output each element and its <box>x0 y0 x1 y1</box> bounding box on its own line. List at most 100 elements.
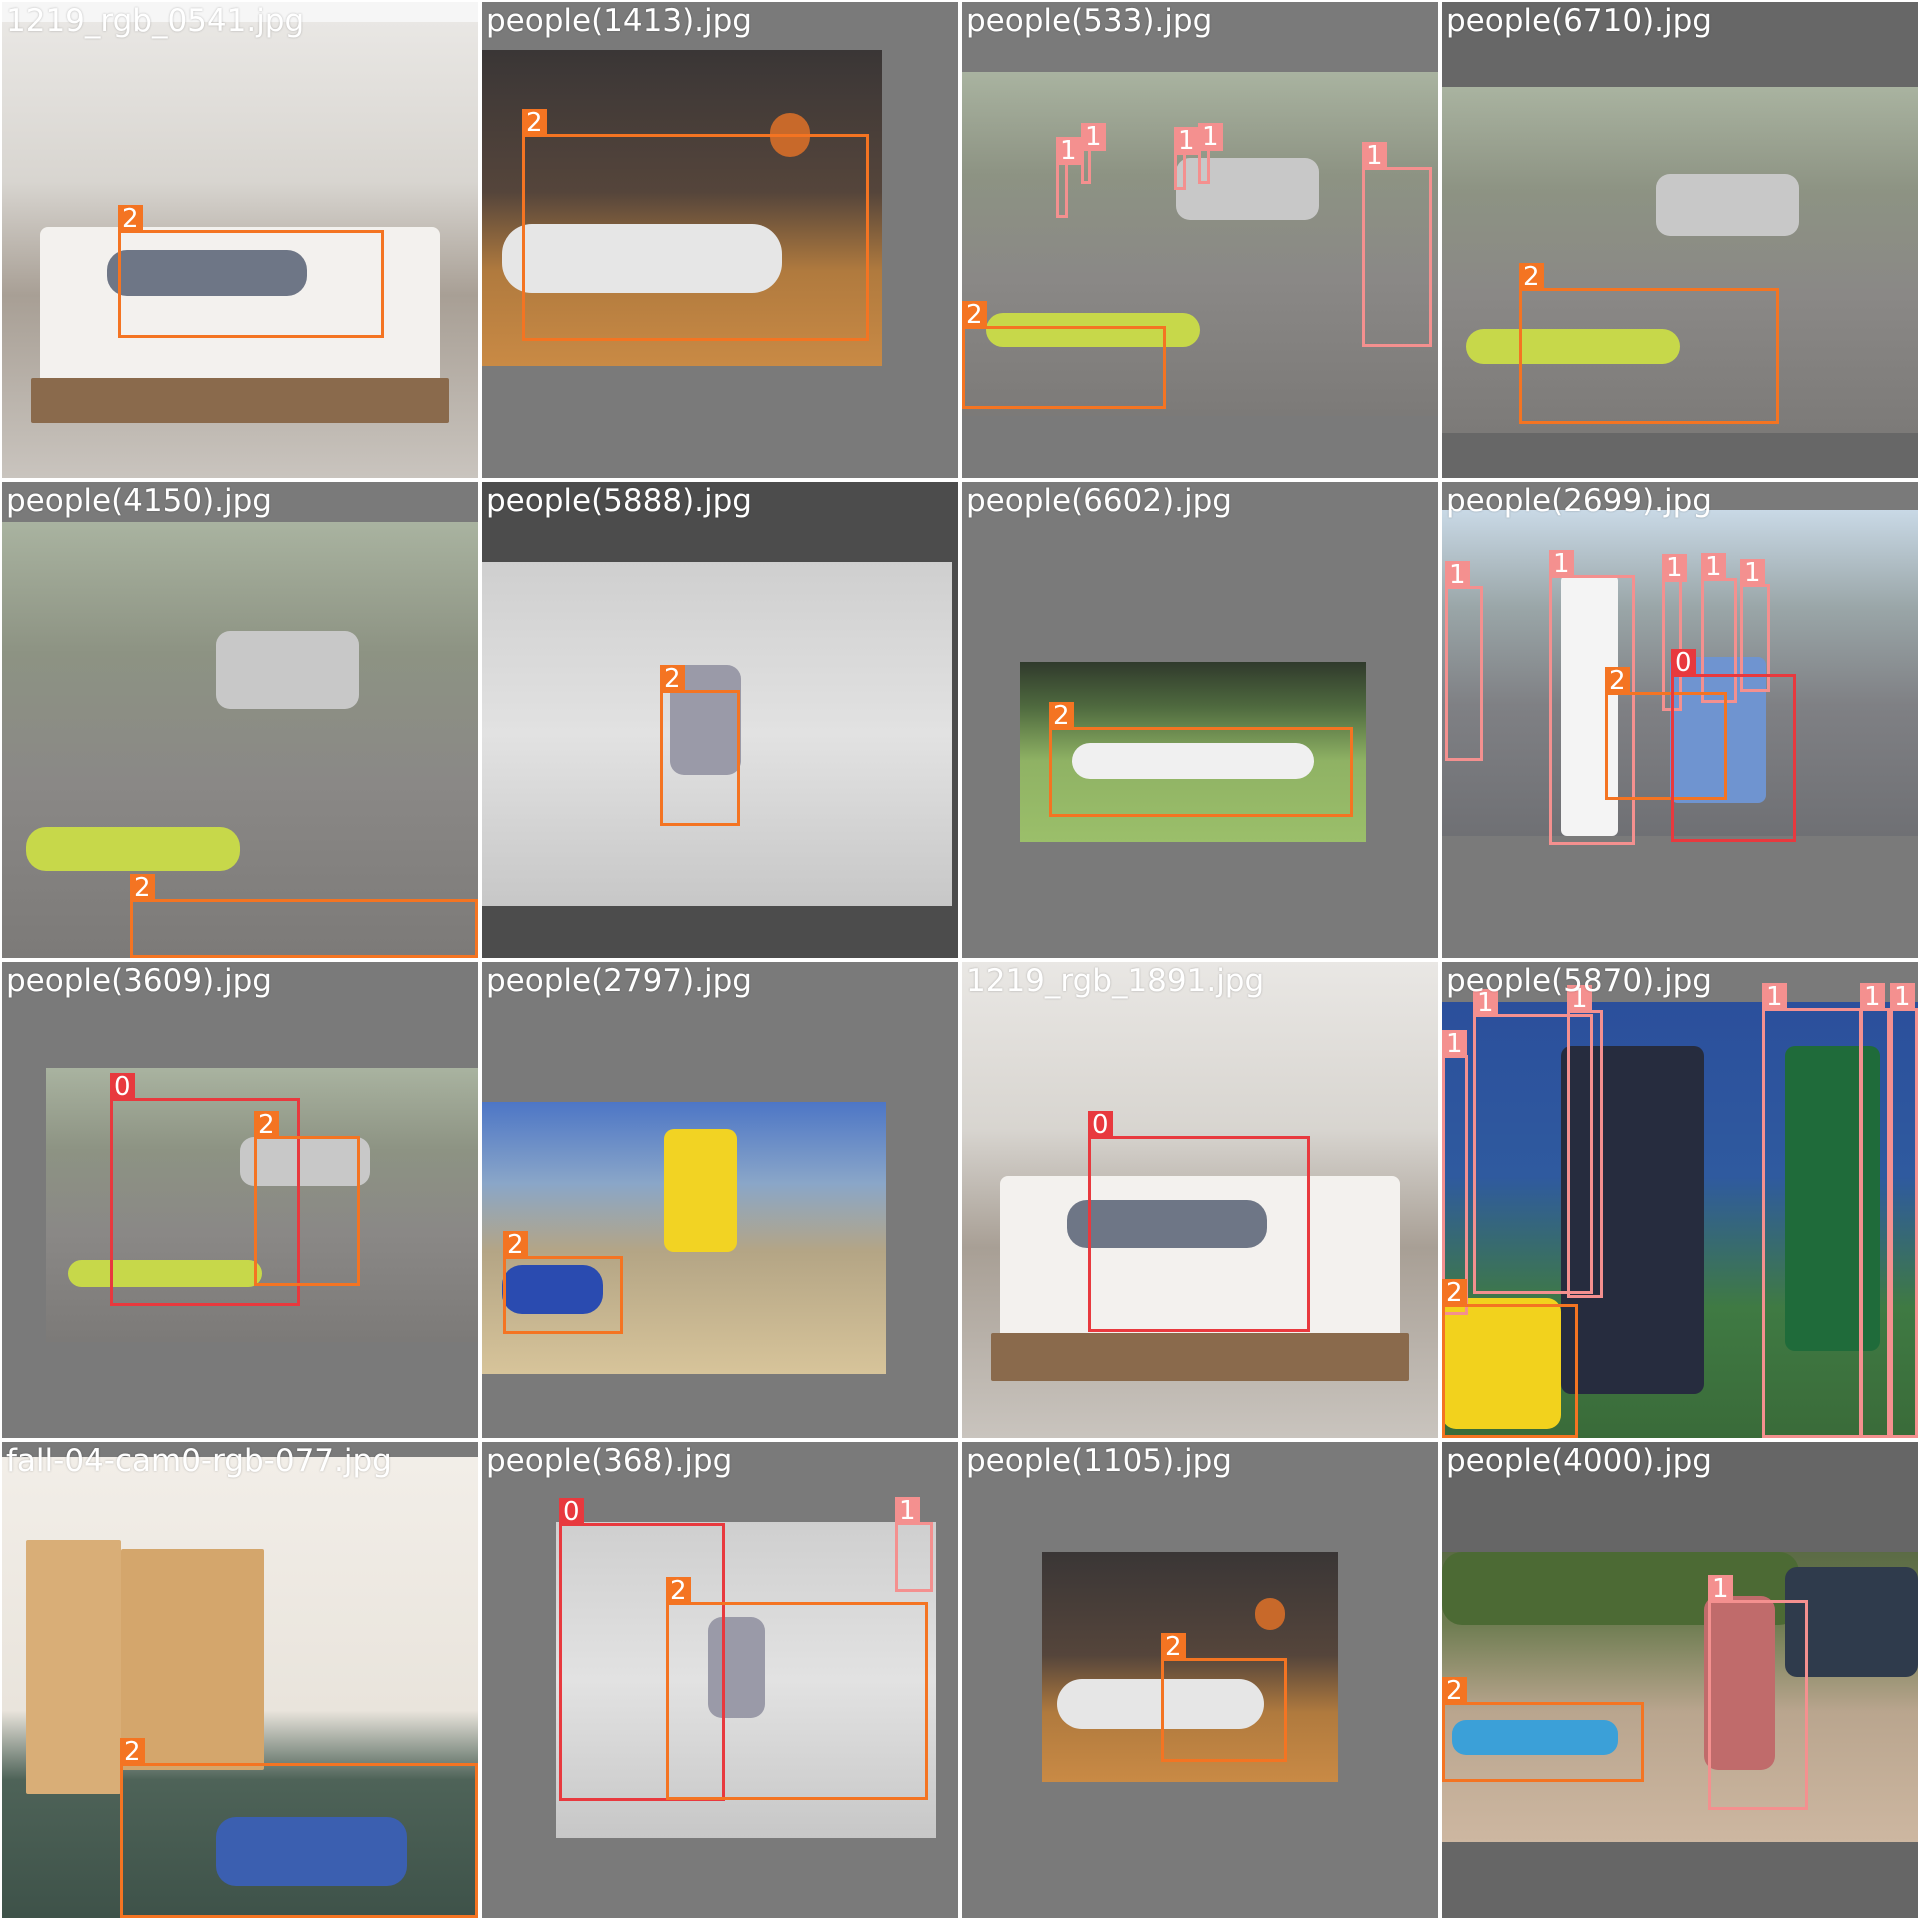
detection-box: 1 <box>1081 123 1106 184</box>
class-label: 1 <box>1473 989 1498 1017</box>
scene-photo <box>962 72 1438 416</box>
detection-box: 1 <box>895 1497 933 1592</box>
scene-photo <box>2 522 478 958</box>
class-label: 2 <box>962 301 987 329</box>
class-label: 1 <box>1056 137 1081 165</box>
image-filename: people(6602).jpg <box>966 483 1232 519</box>
detection-box: 2 <box>503 1231 623 1334</box>
class-label: 2 <box>130 874 155 902</box>
class-label: 1 <box>1567 985 1592 1013</box>
class-label: 1 <box>1549 550 1574 578</box>
scene-photo <box>2 1457 478 1918</box>
scene-photo <box>482 1102 886 1374</box>
class-label: 1 <box>1662 554 1687 582</box>
scene-shape <box>25 827 240 871</box>
image-tile: 1 2 people(4000).jpg <box>1442 1442 1918 1918</box>
class-label: 2 <box>666 1577 691 1605</box>
image-tile: 2 1219_rgb_0541.jpg <box>2 2 478 478</box>
image-tile: 2 fall-04-cam0-rgb-077.jpg <box>2 1442 478 1918</box>
image-tile: 2 people(2797).jpg <box>482 962 958 1438</box>
detection-box: 0 <box>110 1073 300 1306</box>
image-filename: people(5870).jpg <box>1446 963 1712 999</box>
detection-box: 1 <box>1860 983 1890 1438</box>
detection-box: 0 <box>1088 1111 1310 1332</box>
detection-box: 1 <box>1701 553 1737 703</box>
scene-shape <box>1561 575 1619 836</box>
scene-shape <box>1670 656 1766 804</box>
detection-box: 1 <box>1662 554 1687 711</box>
class-label: 1 <box>1762 983 1787 1011</box>
class-label: 2 <box>118 205 143 233</box>
scene-shape <box>708 1616 765 1718</box>
image-tile: 0 1219_rgb_1891.jpg <box>962 962 1438 1438</box>
scene-shape <box>1656 173 1799 236</box>
image-tile: 1 1 1 1 1 2 0 people(2699).jpg <box>1442 482 1918 958</box>
image-filename: people(533).jpg <box>966 3 1213 39</box>
detection-box: 0 <box>559 1498 725 1801</box>
detection-box: 1 <box>1174 127 1199 190</box>
class-label: 1 <box>1708 1575 1733 1603</box>
detection-box: 2 <box>1161 1633 1287 1762</box>
class-label: 2 <box>254 1111 279 1139</box>
image-tile: 2 people(4150).jpg <box>2 482 478 958</box>
scene-shape <box>502 223 782 294</box>
image-filename: people(6710).jpg <box>1446 3 1712 39</box>
scene-shape <box>1465 329 1680 364</box>
scene-shape <box>1703 1595 1776 1770</box>
class-label: 0 <box>1088 1111 1113 1139</box>
class-label: 2 <box>1442 1677 1467 1705</box>
scene-shape <box>1071 743 1315 779</box>
detection-box: 2 <box>1519 263 1779 424</box>
class-label: 1 <box>1198 123 1223 151</box>
image-tile: 0 1 2 people(368).jpg <box>482 1442 958 1918</box>
scene-shape <box>216 631 359 710</box>
image-tile: 2 people(1413).jpg <box>482 2 958 478</box>
scene-shape <box>990 1333 1410 1381</box>
detection-box: 2 <box>666 1577 928 1800</box>
scene-photo <box>1442 1552 1918 1842</box>
image-filename: people(1413).jpg <box>486 3 752 39</box>
class-label: 2 <box>503 1231 528 1259</box>
detection-box: 1 <box>1056 137 1081 218</box>
image-tile: 1 1 1 1 1 1 2 people(5870).jpg <box>1442 962 1918 1438</box>
scene-shape <box>1066 1200 1267 1248</box>
scene-shape <box>1561 1045 1704 1395</box>
class-label: 1 <box>1442 1030 1467 1058</box>
detection-box: 2 <box>1049 702 1353 817</box>
detection-box: 2 <box>1605 667 1727 800</box>
image-filename: people(4150).jpg <box>6 483 272 519</box>
detection-box: 2 <box>522 109 869 341</box>
image-tile: 2 people(1105).jpg <box>962 1442 1438 1918</box>
class-label: 2 <box>660 665 685 693</box>
scene-shape <box>67 1259 262 1288</box>
image-filename: people(3609).jpg <box>6 963 272 999</box>
detection-box: 2 <box>130 874 478 958</box>
scene-shape <box>216 1816 407 1886</box>
detection-box: 1 <box>1740 559 1770 692</box>
scene-shape <box>1451 1720 1619 1755</box>
image-filename: people(5888).jpg <box>486 483 752 519</box>
class-label: 1 <box>1740 559 1765 587</box>
scene-photo <box>556 1522 936 1838</box>
scene-shape <box>106 250 307 296</box>
detection-box: 1 <box>1762 983 1862 1438</box>
class-label: 1 <box>1445 561 1470 589</box>
image-filename: 1219_rgb_0541.jpg <box>6 3 305 39</box>
image-tile: 0 2 people(3609).jpg <box>2 962 478 1438</box>
scene-shape <box>30 377 450 424</box>
detection-box: 2 <box>1442 1677 1644 1782</box>
class-label: 0 <box>559 1498 584 1526</box>
class-label: 2 <box>120 1738 145 1766</box>
detection-box: 2 <box>660 665 740 826</box>
detection-box: 1 <box>1890 983 1918 1438</box>
scene-shape <box>1255 1598 1285 1631</box>
scene-photo <box>1442 1002 1918 1438</box>
detection-box: 1 <box>1362 142 1432 347</box>
scene-photo <box>1042 1552 1338 1782</box>
class-label: 1 <box>1890 983 1915 1011</box>
detection-box: 2 <box>1442 1279 1578 1438</box>
detection-box: 2 <box>120 1738 478 1918</box>
scene-shape <box>25 1539 121 1794</box>
image-filename: fall-04-cam0-rgb-077.jpg <box>6 1443 392 1479</box>
image-filename: people(2797).jpg <box>486 963 752 999</box>
